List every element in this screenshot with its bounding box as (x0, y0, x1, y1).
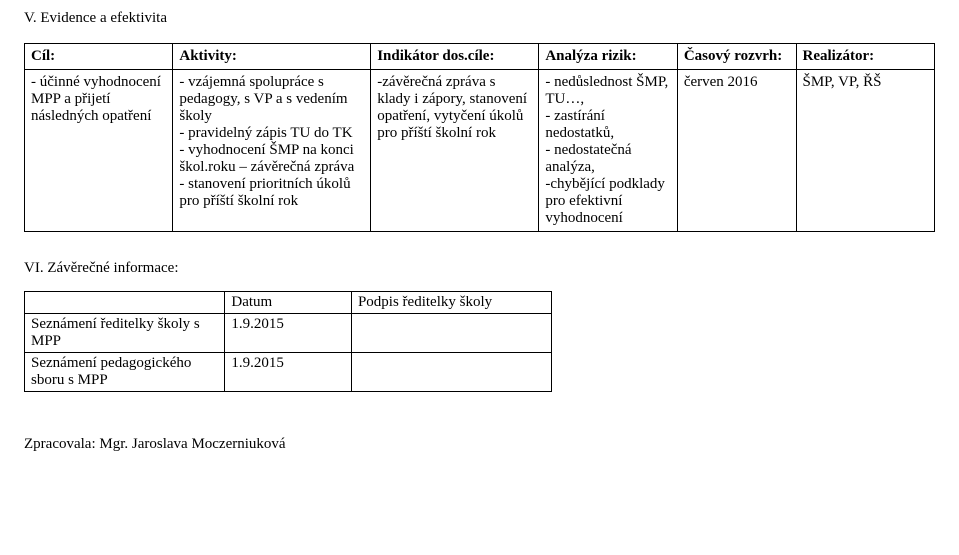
col-header-aktivity: Aktivity: (173, 44, 371, 70)
cell-realizator: ŠMP, VP, ŘŠ (796, 70, 935, 232)
table-evidence-efektivita: Cíl: Aktivity: Indikátor dos.cíle: Analý… (24, 43, 935, 232)
section-2-title: VI. Závěrečné informace: (24, 260, 935, 277)
t2-row1-datum: 1.9.2015 (225, 314, 352, 353)
section-1-title: V. Evidence a efektivita (24, 10, 935, 27)
col-header-indikator: Indikátor dos.cíle: (371, 44, 539, 70)
table-row: - účinné vyhodnocení MPP a přijetí násle… (25, 70, 935, 232)
table-zaverecne-informace: Datum Podpis ředitelky školy Seznámení ř… (24, 291, 552, 392)
t2-header-blank (25, 292, 225, 314)
t2-header-podpis: Podpis ředitelky školy (351, 292, 551, 314)
t2-row1-label: Seznámení ředitelky školy s MPP (25, 314, 225, 353)
cell-analyza: - nedůslednost ŠMP, TU…, - zastírání ned… (539, 70, 677, 232)
t2-row2-podpis (351, 353, 551, 392)
table-header-row: Cíl: Aktivity: Indikátor dos.cíle: Analý… (25, 44, 935, 70)
t2-row1-podpis (351, 314, 551, 353)
col-header-realizator: Realizátor: (796, 44, 935, 70)
table-row: Seznámení ředitelky školy s MPP 1.9.2015 (25, 314, 552, 353)
table2-header-row: Datum Podpis ředitelky školy (25, 292, 552, 314)
col-header-cil: Cíl: (25, 44, 173, 70)
cell-casovy: červen 2016 (677, 70, 796, 232)
col-header-analyza: Analýza rizik: (539, 44, 677, 70)
col-header-casovy: Časový rozvrh: (677, 44, 796, 70)
t2-header-datum: Datum (225, 292, 352, 314)
footer-author: Zpracovala: Mgr. Jaroslava Moczerniuková (24, 436, 935, 453)
cell-aktivity: - vzájemná spolupráce s pedagogy, s VP a… (173, 70, 371, 232)
t2-row2-label: Seznámení pedagogického sboru s MPP (25, 353, 225, 392)
cell-cil: - účinné vyhodnocení MPP a přijetí násle… (25, 70, 173, 232)
cell-indikator: -závěrečná zpráva s klady i zápory, stan… (371, 70, 539, 232)
table-row: Seznámení pedagogického sboru s MPP 1.9.… (25, 353, 552, 392)
t2-row2-datum: 1.9.2015 (225, 353, 352, 392)
